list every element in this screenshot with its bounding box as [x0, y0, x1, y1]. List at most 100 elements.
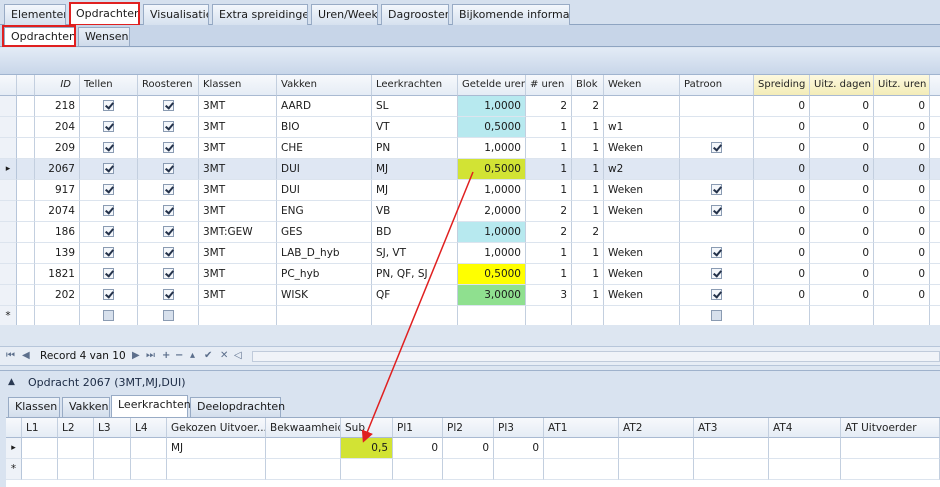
last-record-icon[interactable]: ⏭: [146, 350, 155, 361]
next-record-icon[interactable]: ▶: [132, 350, 140, 361]
roost-checkbox[interactable]: [162, 162, 174, 174]
detail-column-header[interactable]: AT4: [769, 418, 841, 438]
tellen-checkbox[interactable]: [103, 267, 114, 279]
detail-column-header[interactable]: AT2: [619, 418, 694, 438]
tellen-checkbox[interactable]: [103, 162, 114, 174]
detail-column-header[interactable]: AT3: [694, 418, 769, 438]
vakken-cell: DUI: [277, 180, 372, 201]
tellen-checkbox[interactable]: [103, 141, 114, 153]
detail-column-header[interactable]: L3: [94, 418, 131, 438]
tab-opdrachten[interactable]: Opdrachten: [69, 2, 140, 26]
leerkrachten-grid: L1 L2 L3 L4 Gekozen Uitvoer... Bekwaamheid Sub…: [6, 417, 940, 487]
column-header-roost[interactable]: Roosteren: [138, 75, 199, 96]
column-header-blank: [17, 75, 35, 96]
column-header-getelde[interactable]: Getelde uren: [458, 75, 526, 96]
leerkrachten-cell: SL: [372, 96, 458, 117]
tellen-checkbox[interactable]: [103, 246, 114, 258]
collapse-icon[interactable]: ▲: [8, 377, 15, 387]
patroon-checkbox[interactable]: [711, 309, 722, 321]
detail-empty-cell: [58, 438, 94, 459]
tellen-checkbox[interactable]: [103, 288, 114, 300]
column-header-leerkrachten[interactable]: Leerkrachten: [372, 75, 458, 96]
tellen-checkbox[interactable]: [103, 183, 114, 195]
detail-column-header[interactable]: AT1: [544, 418, 619, 438]
tab-extra-spreidingen[interactable]: Extra spreidingen: [212, 4, 308, 25]
opdrachten-grid: ID Tellen Roosteren Klassen Vakken Leerkracht…: [0, 75, 940, 325]
id-cell: 2067: [35, 159, 80, 180]
row-indicator: [0, 201, 17, 222]
column-header-spreiding[interactable]: Spreiding: [754, 75, 810, 96]
patroon-checkbox[interactable]: [711, 246, 722, 258]
roost-checkbox[interactable]: [162, 141, 174, 153]
patroon-checkbox[interactable]: [711, 141, 722, 153]
detail-column-header[interactable]: Pl1: [393, 418, 443, 438]
first-record-icon[interactable]: ⏮: [6, 350, 15, 361]
detail-column-header[interactable]: AT Uitvoerder: [841, 418, 940, 438]
cancel-icon[interactable]: ✕: [220, 350, 229, 361]
detail-column-header[interactable]: Gekozen Uitvoer...: [167, 418, 266, 438]
detail-column-header[interactable]: Pl2: [443, 418, 494, 438]
patroon-cell: [680, 159, 754, 180]
column-header-klassen[interactable]: Klassen: [199, 75, 277, 96]
patroon-checkbox[interactable]: [711, 288, 722, 300]
tab-visualisatie[interactable]: Visualisatie: [143, 4, 209, 25]
horizontal-scrollbar[interactable]: [252, 351, 940, 362]
tab-elementen[interactable]: Elementen: [4, 4, 66, 25]
roost-checkbox[interactable]: [162, 246, 174, 258]
column-header-uitz-uren[interactable]: Uitz. uren: [874, 75, 930, 96]
uitz-dagen-cell: 0: [810, 159, 874, 180]
column-header-weken[interactable]: Weken: [604, 75, 680, 96]
patroon-checkbox[interactable]: [711, 267, 722, 279]
detail-column-header[interactable]: Sub: [341, 418, 393, 438]
patroon-checkbox[interactable]: [711, 204, 722, 216]
patroon-checkbox[interactable]: [711, 183, 722, 195]
detail-tab-klassen[interactable]: Klassen: [8, 397, 60, 417]
column-header-patroon[interactable]: Patroon: [680, 75, 754, 96]
uitz-dagen-cell: 0: [810, 96, 874, 117]
row-indicator: [0, 243, 17, 264]
roost-checkbox[interactable]: [162, 120, 174, 132]
tab-uren-week[interactable]: Uren/Week: [311, 4, 378, 25]
roost-checkbox[interactable]: [162, 183, 174, 195]
roost-checkbox[interactable]: [162, 204, 174, 216]
row-selector-cell: [17, 138, 35, 159]
detail-gekozen-cell: MJ: [167, 438, 266, 459]
filter-icon[interactable]: ◁: [234, 350, 242, 361]
detail-tab-vakken[interactable]: Vakken: [62, 397, 110, 417]
roost-checkbox[interactable]: [162, 288, 174, 300]
subtab-wensen[interactable]: Wensen: [78, 27, 130, 46]
prev-record-icon[interactable]: ◀: [22, 350, 30, 361]
tab-dagrooster[interactable]: Dagrooster: [381, 4, 449, 25]
tellen-checkbox[interactable]: [103, 99, 114, 111]
roost-checkbox[interactable]: [162, 99, 174, 111]
remove-icon[interactable]: −: [175, 350, 184, 361]
detail-tab-deelopdrachten[interactable]: Deelopdrachten: [190, 397, 285, 417]
column-header-uitz-dagen[interactable]: Uitz. dagen: [810, 75, 874, 96]
save-icon[interactable]: ✔: [204, 350, 213, 361]
detail-column-header[interactable]: L4: [131, 418, 167, 438]
tab-bijkomende-informatie[interactable]: Bijkomende informatie: [452, 4, 570, 25]
tellen-checkbox[interactable]: [103, 204, 114, 216]
tellen-checkbox[interactable]: [103, 120, 114, 132]
tellen-checkbox[interactable]: [103, 225, 114, 237]
roost-checkbox[interactable]: [162, 225, 174, 237]
roost-checkbox[interactable]: [162, 267, 174, 279]
detail-column-header[interactable]: Bekwaamheid: [266, 418, 341, 438]
uitz-uren-cell: 0: [874, 117, 930, 138]
detail-column-header[interactable]: Pl3: [494, 418, 544, 438]
column-header-id[interactable]: ID: [35, 75, 80, 96]
column-header-blok[interactable]: Blok: [572, 75, 604, 96]
column-header-uren[interactable]: # uren: [526, 75, 572, 96]
edit-icon[interactable]: ▴: [190, 350, 196, 361]
tellen-checkbox[interactable]: [103, 309, 114, 321]
add-icon[interactable]: +: [162, 350, 171, 361]
detail-tab-leerkrachten[interactable]: Leerkrachten: [111, 395, 191, 417]
roost-checkbox[interactable]: [162, 309, 174, 321]
klassen-cell: 3MT:GEW: [199, 222, 277, 243]
detail-column-header[interactable]: L1: [22, 418, 58, 438]
detail-column-header[interactable]: L2: [58, 418, 94, 438]
column-header-tellen[interactable]: Tellen: [80, 75, 138, 96]
subtab-opdrachten[interactable]: Opdrachten: [4, 27, 76, 46]
patroon-cell: [680, 180, 754, 201]
column-header-vakken[interactable]: Vakken: [277, 75, 372, 96]
